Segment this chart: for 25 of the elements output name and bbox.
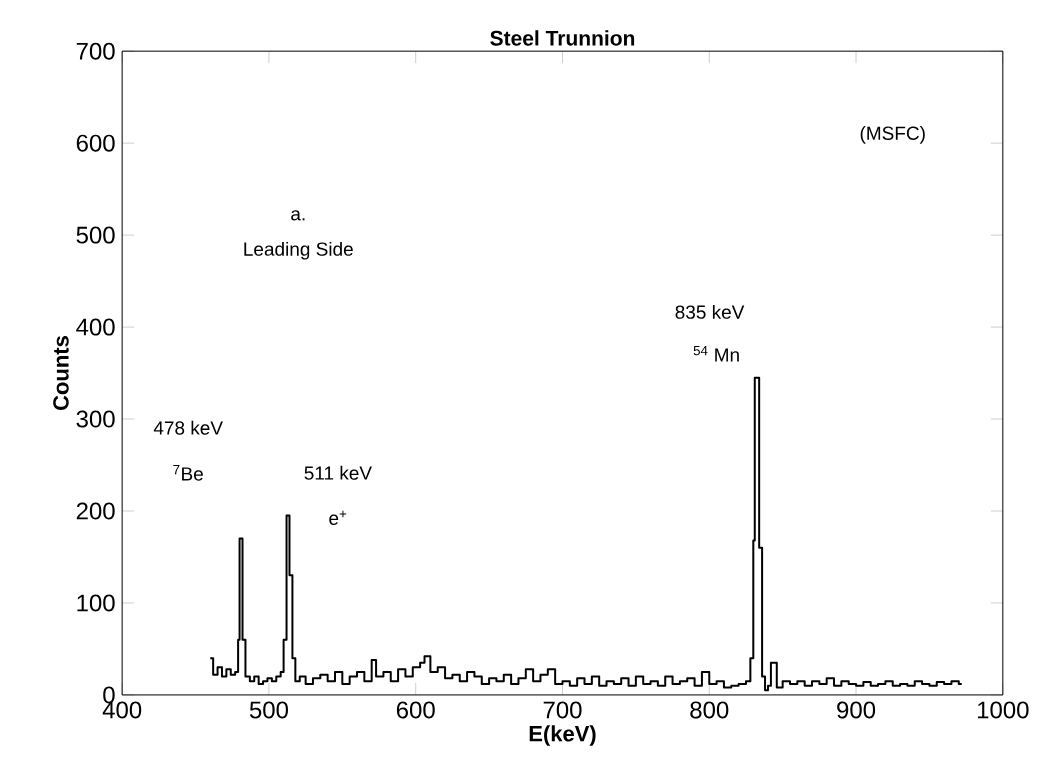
annotation: Leading Side [244,241,353,260]
annotation: e$^{+}$ [329,510,347,525]
annotation: $^{7}$Be [173,464,203,481]
annotation: a. [291,210,305,221]
x-tick-label: 800 [690,701,729,719]
x-tick-label: 1000 [977,701,1029,719]
annotation: (MSFC) [860,125,925,144]
x-tick-label: 900 [837,701,876,719]
y-tick-label: 700 [76,42,115,60]
y-tick-label: 600 [76,134,115,152]
x-tick-label: 500 [249,701,288,719]
annotation: 835 keV [675,304,745,319]
y-tick-label: 400 [76,318,115,336]
annotation: 511 keV [304,465,372,480]
x-axis-title: E(keV) [529,725,596,746]
y-tick-label: 300 [76,410,115,428]
x-tick-label: 700 [543,701,582,719]
chart-title: Steel Trunnion [490,30,635,46]
annotation: $^{54}$ Mn [693,345,739,362]
annotation: 478 keV [153,420,223,435]
y-tick-label: 100 [77,594,115,612]
x-tick-label: 600 [396,701,435,719]
y-tick-label: 200 [76,502,115,520]
y-tick-label: 500 [76,226,115,244]
y-axis-title: Counts [53,336,69,410]
